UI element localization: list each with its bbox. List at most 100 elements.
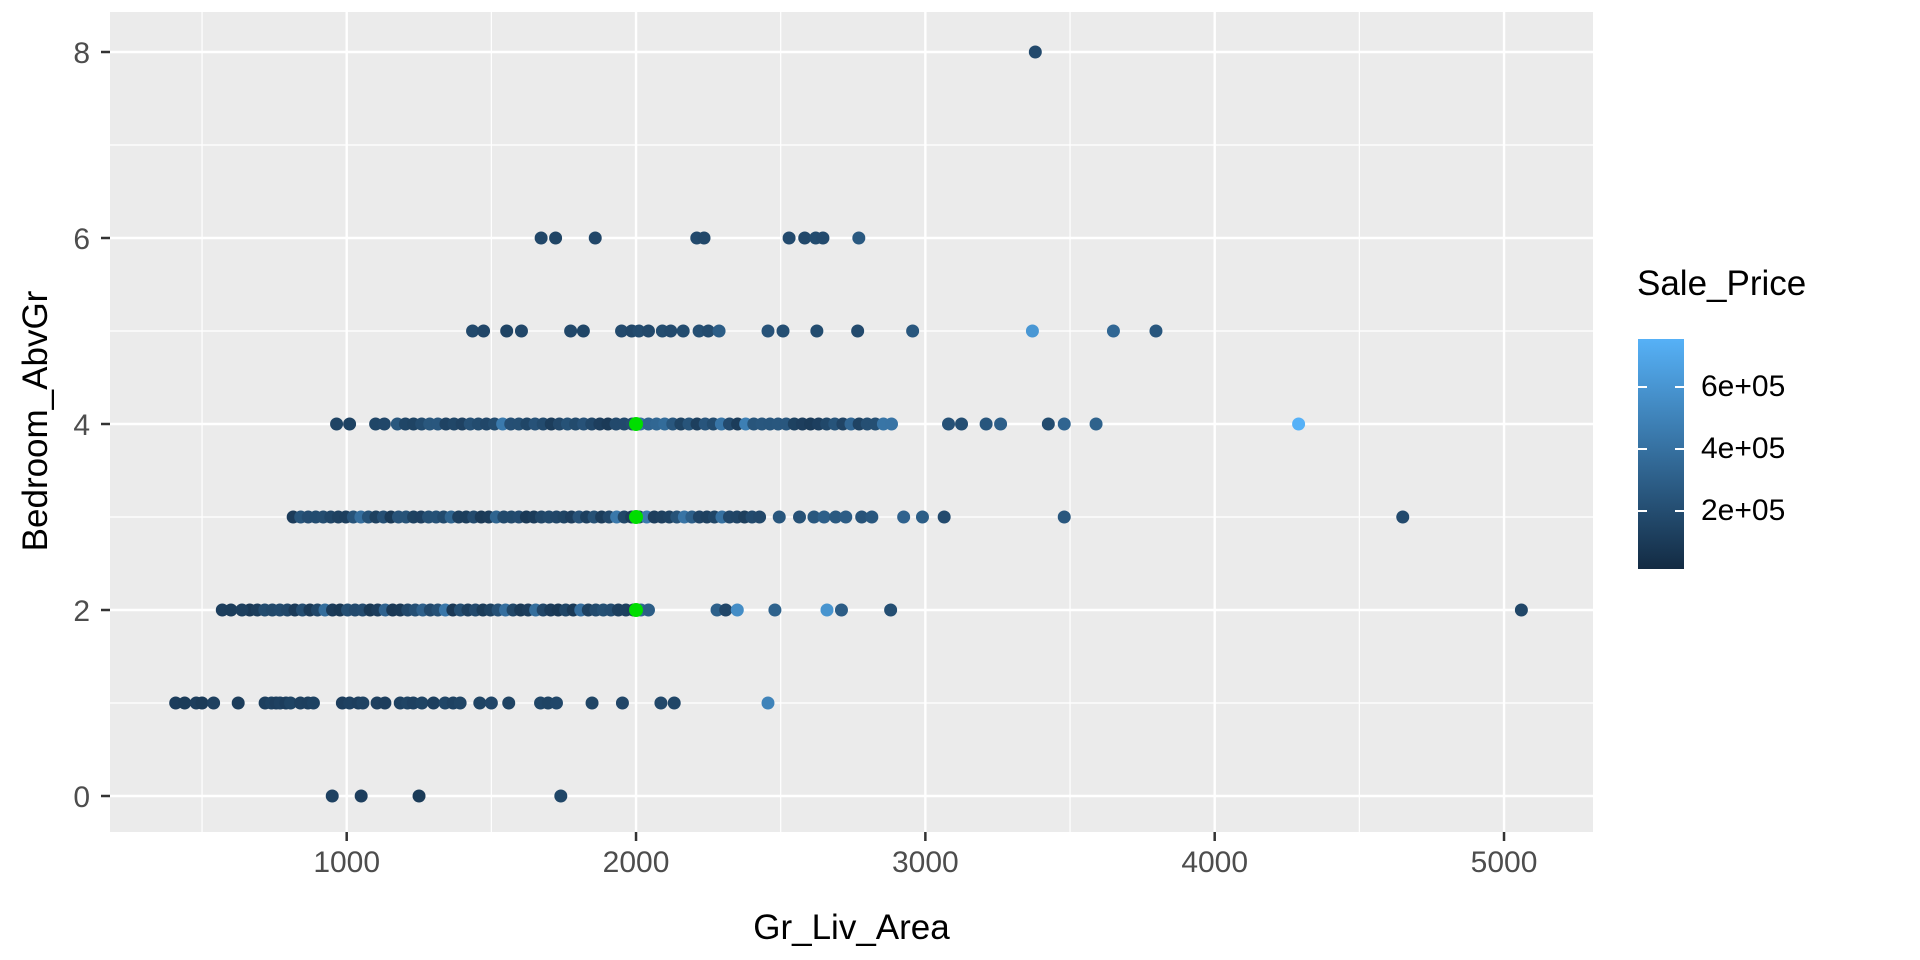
data-point xyxy=(829,510,843,524)
data-point xyxy=(325,789,339,803)
data-point xyxy=(712,324,726,338)
y-axis-title: Bedroom_AbvGr xyxy=(16,290,55,552)
legend-tick-mark xyxy=(1675,509,1684,512)
data-point xyxy=(979,417,993,431)
x-tick-label: 2000 xyxy=(603,846,670,879)
data-point xyxy=(692,324,706,338)
data-point xyxy=(1057,417,1071,431)
x-tick-label: 5000 xyxy=(1471,846,1538,879)
data-point xyxy=(701,324,715,338)
legend-tick-mark xyxy=(1638,448,1647,450)
data-point xyxy=(615,696,629,710)
data-point xyxy=(782,231,796,245)
data-point xyxy=(1396,510,1410,524)
x-tick-label: 4000 xyxy=(1181,846,1248,879)
data-point xyxy=(356,696,370,710)
data-point xyxy=(654,696,668,710)
data-point xyxy=(554,789,568,803)
data-point xyxy=(378,696,392,710)
data-point xyxy=(994,417,1008,431)
data-point xyxy=(284,696,298,710)
data-point xyxy=(354,789,368,803)
data-point xyxy=(884,603,898,617)
data-point xyxy=(1041,417,1055,431)
data-point xyxy=(897,510,911,524)
data-point xyxy=(549,696,563,710)
data-point xyxy=(169,696,183,710)
data-point xyxy=(412,789,426,803)
data-point xyxy=(1149,324,1163,338)
data-point xyxy=(576,324,590,338)
legend-gradient-bar xyxy=(1638,339,1684,569)
legend-tick-mark xyxy=(1675,448,1684,450)
data-point xyxy=(466,324,480,338)
data-point xyxy=(730,603,744,617)
legend-colorbar-body: 6e+05 4e+05 2e+05 xyxy=(1637,326,1917,586)
data-point xyxy=(377,417,391,431)
data-point xyxy=(484,696,498,710)
data-point xyxy=(906,324,920,338)
data-point xyxy=(1106,324,1120,338)
data-point xyxy=(306,696,320,710)
data-point xyxy=(942,417,956,431)
data-point xyxy=(1292,417,1306,431)
data-point xyxy=(641,324,655,338)
data-point xyxy=(885,417,899,431)
data-point xyxy=(178,696,192,710)
data-point xyxy=(1028,45,1042,59)
x-axis-title: Gr_Liv_Area xyxy=(753,908,950,947)
data-point xyxy=(772,510,786,524)
y-tick-label: 2 xyxy=(73,595,90,628)
data-point xyxy=(1514,603,1528,617)
data-point xyxy=(473,696,487,710)
data-point xyxy=(761,696,775,710)
data-point xyxy=(793,510,807,524)
y-tick-label: 0 xyxy=(73,781,90,814)
data-point xyxy=(719,603,733,617)
highlight-point xyxy=(629,603,644,617)
data-point xyxy=(776,324,790,338)
data-point xyxy=(207,696,221,710)
data-point xyxy=(816,231,830,245)
data-point xyxy=(534,231,548,245)
data-point xyxy=(817,510,831,524)
data-point xyxy=(585,696,599,710)
legend-title: Sale_Price xyxy=(1637,264,1807,303)
data-point xyxy=(632,324,646,338)
legend-tick-label: 2e+05 xyxy=(1701,493,1786,527)
data-point xyxy=(641,603,655,617)
data-point xyxy=(514,324,528,338)
data-point xyxy=(820,603,834,617)
data-point xyxy=(330,417,344,431)
data-point xyxy=(1089,417,1103,431)
legend-tick-mark xyxy=(1638,386,1647,389)
data-point xyxy=(697,231,711,245)
data-point xyxy=(761,324,775,338)
data-point xyxy=(855,510,869,524)
data-point xyxy=(851,324,865,338)
data-point xyxy=(768,603,782,617)
data-point xyxy=(852,231,866,245)
data-point xyxy=(564,324,578,338)
highlight-point xyxy=(629,510,644,524)
data-point xyxy=(1057,510,1071,524)
legend-tick-mark xyxy=(1675,386,1684,389)
y-tick-label: 8 xyxy=(73,37,90,70)
data-point xyxy=(839,510,853,524)
data-point xyxy=(231,696,245,710)
data-point xyxy=(664,324,678,338)
legend: Sale_Price 6e+05 4e+05 2e+05 xyxy=(1637,264,1917,586)
highlight-point xyxy=(629,417,644,431)
data-point xyxy=(415,696,429,710)
data-point xyxy=(865,510,879,524)
data-point xyxy=(224,603,238,617)
data-point xyxy=(915,510,929,524)
y-tick-label: 4 xyxy=(73,409,90,442)
legend-tick-label: 6e+05 xyxy=(1701,370,1786,404)
data-point xyxy=(615,324,629,338)
data-point xyxy=(1025,324,1039,338)
data-point xyxy=(955,417,969,431)
data-point xyxy=(549,231,563,245)
data-point xyxy=(810,324,824,338)
